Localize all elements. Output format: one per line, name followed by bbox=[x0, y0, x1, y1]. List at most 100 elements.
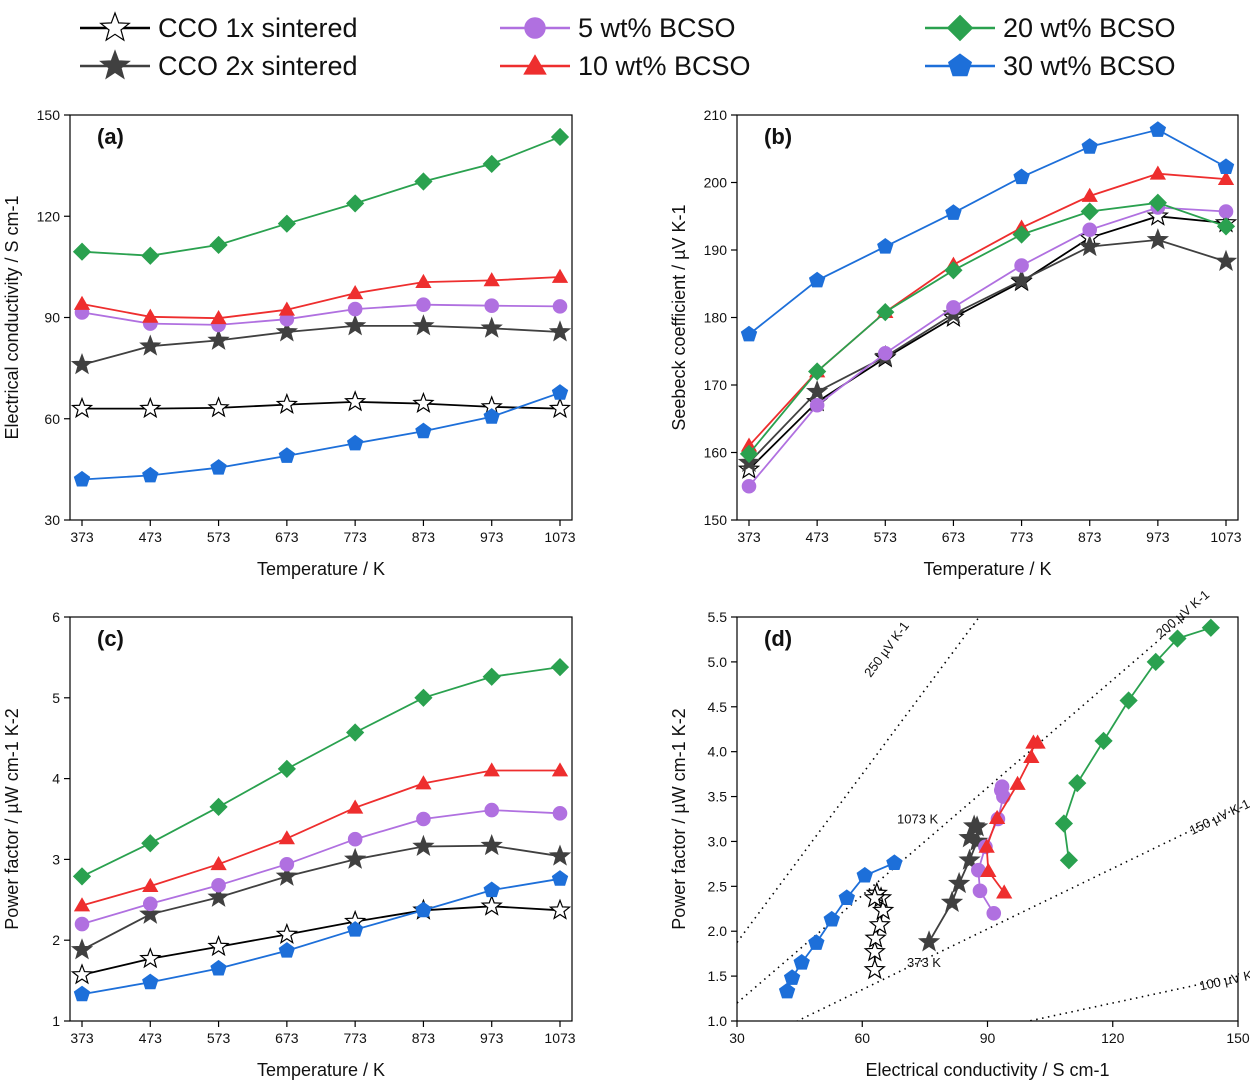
legend-label: 5 wt% BCSO bbox=[578, 13, 736, 43]
data-point bbox=[412, 391, 435, 414]
x-axis-label: Temperature / K bbox=[923, 559, 1051, 579]
data-point bbox=[210, 309, 227, 325]
data-point bbox=[142, 896, 158, 912]
data-point bbox=[141, 246, 160, 265]
series-line bbox=[748, 238, 1227, 464]
data-point bbox=[864, 926, 887, 948]
data-point bbox=[876, 302, 895, 322]
series-30-wt-bcso bbox=[73, 384, 569, 487]
data-point bbox=[550, 657, 570, 677]
data-point bbox=[210, 959, 227, 976]
data-point bbox=[1094, 731, 1113, 750]
y-tick-label: 200 bbox=[704, 175, 728, 191]
data-point bbox=[279, 856, 295, 872]
data-point bbox=[482, 667, 501, 686]
data-point bbox=[70, 963, 94, 985]
x-tick-label: 873 bbox=[1078, 529, 1102, 545]
x-tick-label: 573 bbox=[874, 529, 898, 545]
data-point bbox=[346, 921, 364, 937]
x-axis-label: Electrical conductivity / S cm-1 bbox=[865, 1060, 1109, 1080]
data-point bbox=[139, 947, 162, 969]
series-line bbox=[81, 905, 561, 976]
data-point bbox=[74, 916, 90, 932]
y-tick-label: 1.0 bbox=[708, 1013, 728, 1029]
data-point bbox=[1081, 138, 1098, 154]
y-tick-label: 60 bbox=[44, 411, 60, 427]
y-tick-label: 180 bbox=[704, 310, 728, 326]
legend-label: CCO 1x sintered bbox=[158, 13, 358, 43]
data-point bbox=[993, 782, 1009, 798]
data-point bbox=[483, 881, 500, 898]
data-point bbox=[809, 397, 825, 413]
data-point bbox=[917, 930, 941, 952]
data-point bbox=[484, 298, 500, 313]
y-tick-label: 3.5 bbox=[708, 789, 728, 805]
series-10-wt-bcso bbox=[73, 268, 569, 325]
data-point bbox=[946, 300, 961, 315]
x-axis-label: Temperature / K bbox=[257, 559, 385, 579]
legend-label: CCO 2x sintered bbox=[158, 51, 358, 81]
data-point bbox=[210, 856, 227, 871]
series-line bbox=[748, 206, 1227, 487]
data-point bbox=[1119, 691, 1138, 710]
data-point bbox=[72, 242, 92, 261]
series-line bbox=[928, 825, 978, 943]
series-line bbox=[81, 324, 561, 366]
series-line bbox=[81, 303, 561, 326]
y-tick-label: 1.5 bbox=[708, 968, 728, 984]
data-point bbox=[344, 314, 367, 336]
data-point bbox=[209, 235, 228, 255]
data-point bbox=[209, 797, 228, 816]
series-cco-2x-sintered bbox=[70, 314, 572, 375]
y-tick-label: 4.0 bbox=[708, 744, 728, 760]
data-point bbox=[73, 295, 91, 310]
data-point bbox=[480, 833, 503, 856]
data-point bbox=[1217, 158, 1235, 174]
data-point bbox=[142, 973, 159, 990]
data-point bbox=[415, 273, 432, 288]
y-tick-label: 3.0 bbox=[708, 833, 728, 849]
legend-label: 20 wt% BCSO bbox=[1003, 13, 1176, 43]
x-tick-label: 673 bbox=[942, 529, 966, 545]
series-line bbox=[81, 809, 561, 925]
series-cco-1x-sintered bbox=[70, 390, 572, 419]
series-10-wt-bcso bbox=[978, 734, 1046, 899]
data-point bbox=[1082, 222, 1098, 238]
series-20-wt-bcso bbox=[739, 193, 1236, 463]
data-point bbox=[347, 301, 363, 317]
y-tick-label: 6 bbox=[52, 609, 60, 625]
data-point bbox=[548, 320, 572, 342]
y-axis-label: Seebeck coefficient / µV K-1 bbox=[669, 204, 689, 430]
x-tick-label: 573 bbox=[207, 529, 231, 545]
data-point bbox=[1148, 193, 1167, 212]
data-point bbox=[344, 847, 367, 869]
data-point bbox=[278, 301, 295, 316]
y-tick-label: 90 bbox=[44, 310, 60, 326]
data-point bbox=[207, 885, 230, 907]
series-20-wt-bcso bbox=[72, 657, 570, 886]
plot-frame bbox=[736, 616, 1239, 1022]
legend-entry-20-wt-bcso: 20 wt% BCSO bbox=[925, 13, 1176, 43]
series-5-wt-bcso bbox=[741, 200, 1234, 494]
x-tick-label: 873 bbox=[412, 529, 436, 545]
series-30-wt-bcso bbox=[778, 854, 903, 999]
data-point bbox=[73, 985, 91, 1002]
data-point bbox=[275, 864, 298, 886]
x-tick-label: 973 bbox=[1146, 529, 1170, 545]
plot-frame bbox=[69, 616, 573, 1022]
data-point bbox=[1149, 165, 1166, 180]
data-point bbox=[415, 775, 432, 790]
data-point bbox=[1080, 202, 1099, 221]
data-point bbox=[346, 434, 364, 451]
y-tick-label: 4.5 bbox=[708, 699, 728, 715]
x-tick-label: 1073 bbox=[544, 1030, 575, 1046]
y-tick-label: 3 bbox=[52, 851, 60, 867]
data-point bbox=[139, 334, 162, 356]
data-point bbox=[1023, 748, 1040, 763]
legend-entry-cco-1x-sintered: CCO 1x sintered bbox=[80, 11, 358, 43]
series-5-wt-bcso bbox=[74, 297, 568, 333]
x-tick-label: 673 bbox=[275, 1030, 299, 1046]
panel-label: (a) bbox=[97, 124, 124, 149]
legend-label: 30 wt% BCSO bbox=[1003, 51, 1176, 81]
x-tick-label: 773 bbox=[343, 1030, 367, 1046]
